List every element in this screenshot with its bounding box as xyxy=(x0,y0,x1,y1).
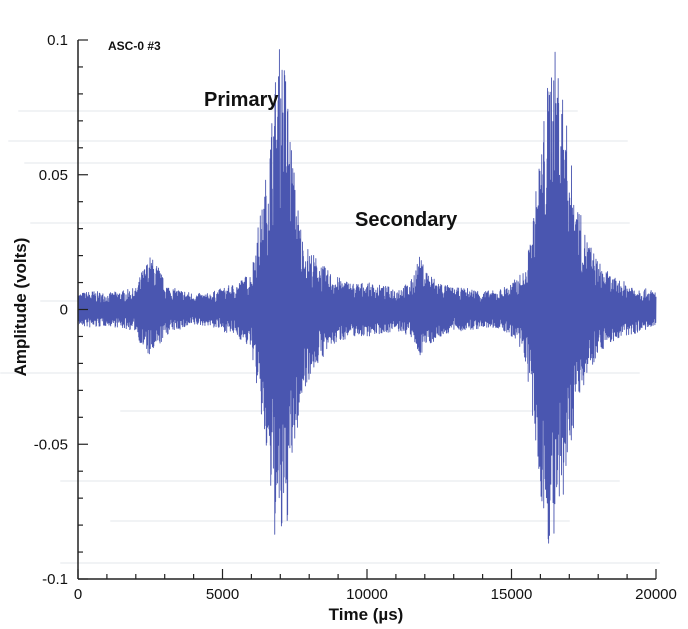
y-tick-label: 0 xyxy=(60,302,68,319)
x-tick-label: 15000 xyxy=(491,586,533,603)
x-tick-label: 0 xyxy=(74,586,82,603)
x-tick-label: 5000 xyxy=(206,586,239,603)
y-tick-label: 0.1 xyxy=(47,32,68,49)
x-tick-label: 10000 xyxy=(346,586,388,603)
y-tick-label: -0.05 xyxy=(34,436,68,453)
waveform-layer xyxy=(77,49,657,544)
ghost-line xyxy=(8,140,628,142)
ghost-line xyxy=(0,372,640,374)
x-axis-title: Time (µs) xyxy=(329,605,404,624)
ghost-line xyxy=(60,480,620,482)
annotation-primary: Primary xyxy=(204,89,279,111)
ticks: 0 5000 10000 15000 20000 0.1 0.05 0 -0.05 -0.1 xyxy=(34,32,677,603)
ghost-line xyxy=(110,520,570,522)
annotation-secondary: Secondary xyxy=(355,209,458,231)
x-tick-label: 20000 xyxy=(635,586,677,603)
ghost-line xyxy=(30,222,630,224)
ghost-line xyxy=(120,410,540,412)
y-tick-label: -0.1 xyxy=(42,571,68,588)
chart-title: ASC-0 #3 xyxy=(108,39,161,53)
ghost-line xyxy=(60,562,660,564)
ghost-line xyxy=(18,110,578,112)
waveform-trace xyxy=(77,49,657,544)
y-tick-label: 0.05 xyxy=(39,167,68,184)
y-axis-title: Amplitude (volts) xyxy=(11,238,30,377)
